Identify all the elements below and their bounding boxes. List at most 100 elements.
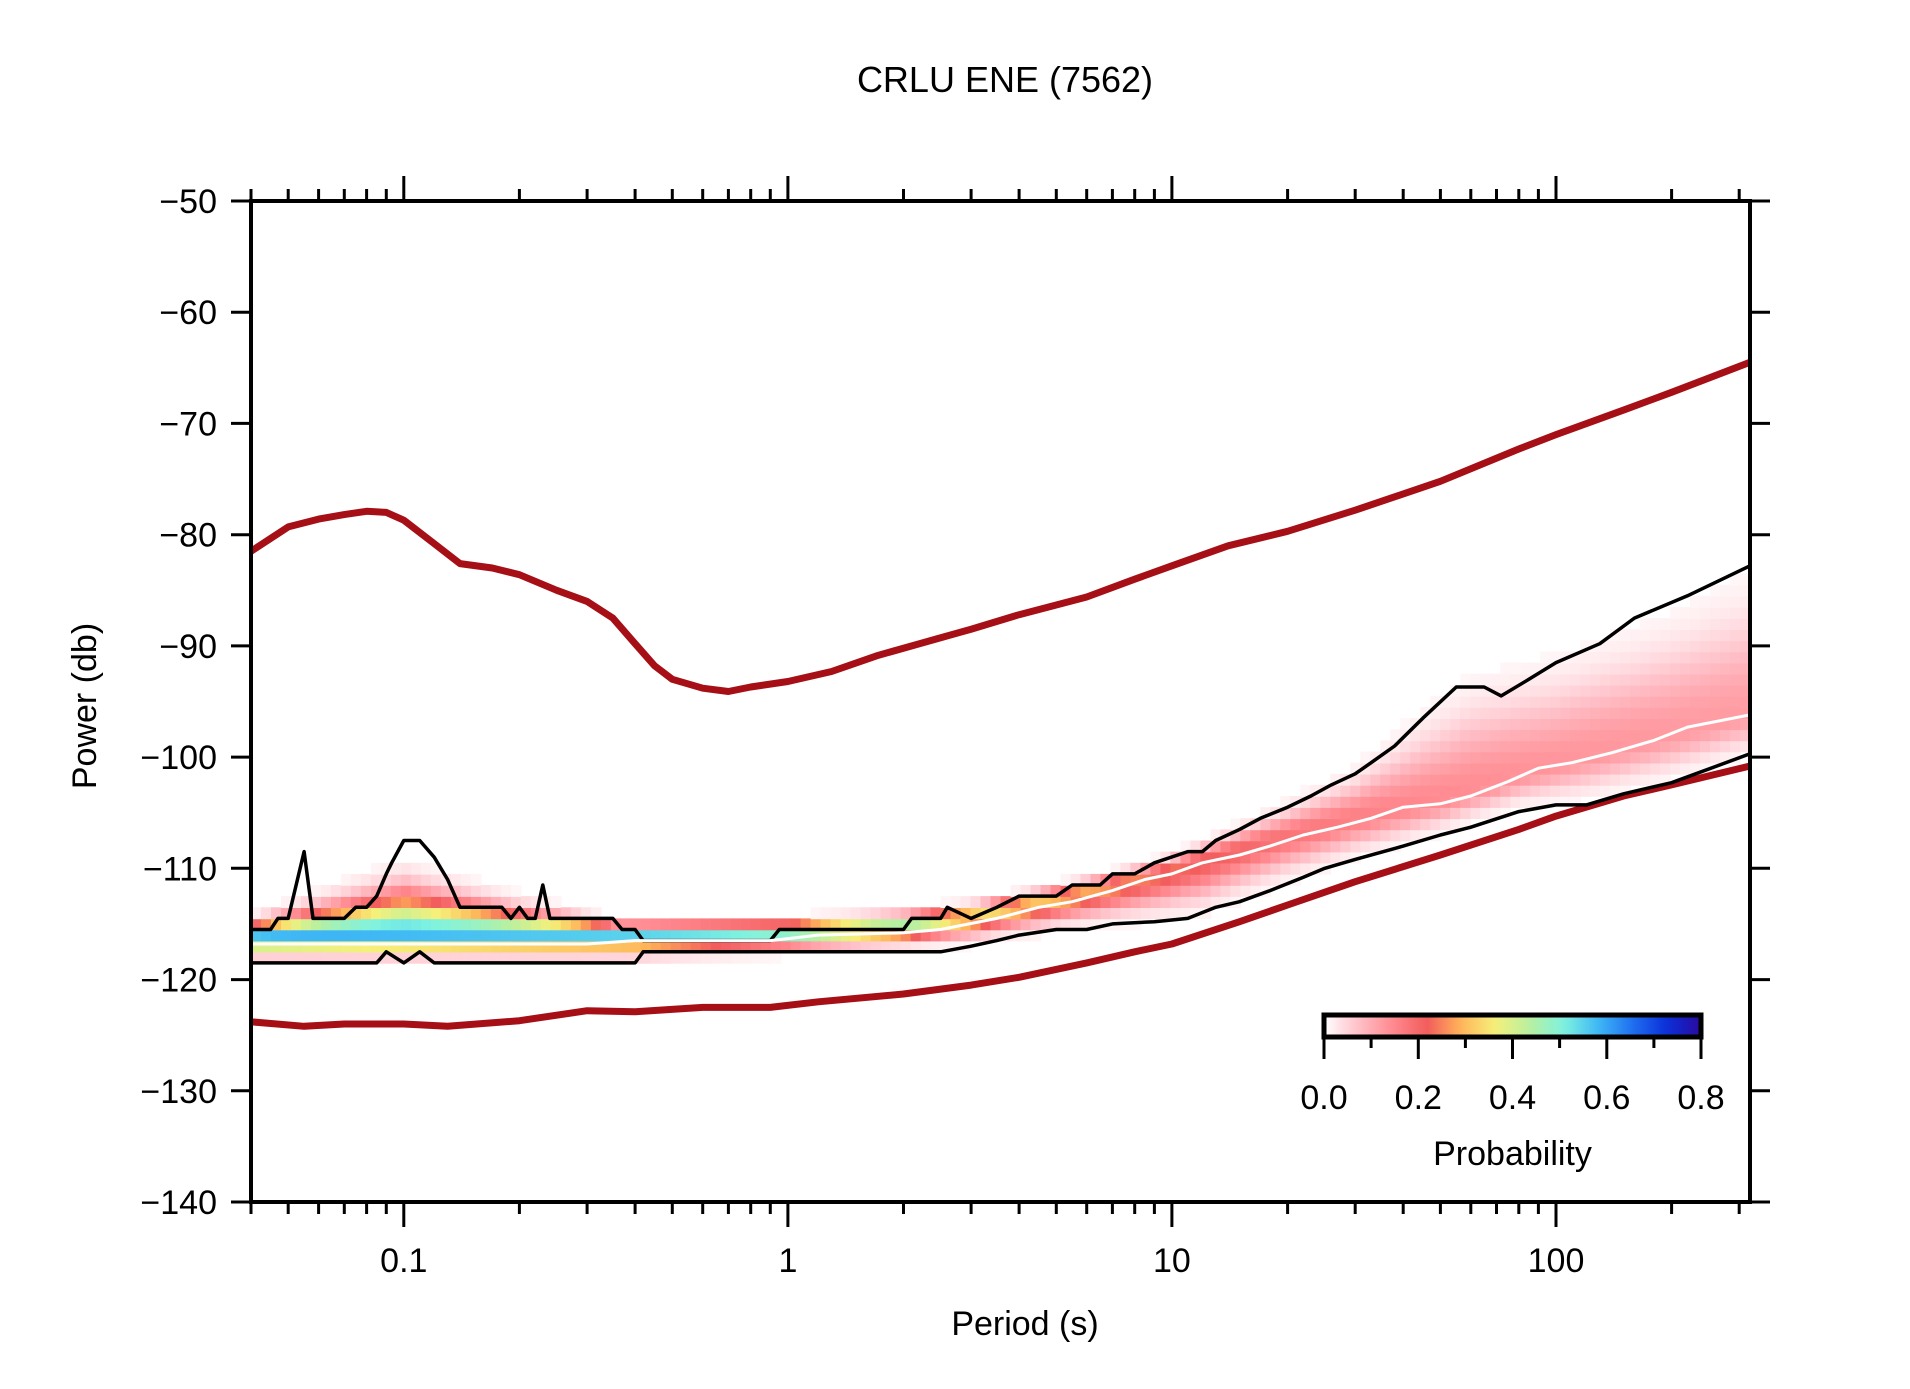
- pdf-cell: [450, 951, 462, 964]
- pdf-cell: [1560, 695, 1571, 708]
- pdf-cell: [1580, 640, 1591, 653]
- pdf-cell: [1630, 662, 1641, 675]
- pdf-cell: [1520, 695, 1531, 708]
- pdf-cell: [1680, 629, 1691, 642]
- pdf-cell: [1290, 818, 1302, 831]
- pdf-cell: [1150, 873, 1162, 886]
- pdf-cell: [1690, 595, 1701, 608]
- pdf-cell: [1700, 740, 1711, 753]
- pdf-cell: [1720, 584, 1731, 597]
- pdf-cell: [1420, 818, 1431, 831]
- series-line-pdf-90th-percentile: [251, 564, 1750, 943]
- pdf-cell: [880, 918, 892, 931]
- pdf-cell: [1470, 729, 1481, 742]
- pdf-cell: [1600, 695, 1611, 708]
- pdf-cell: [1410, 807, 1421, 820]
- pdf-cell: [1120, 885, 1132, 897]
- pdf-cell: [390, 896, 402, 908]
- pdf-cell: [1070, 918, 1082, 931]
- pdf-cell: [1360, 818, 1372, 831]
- pdf-cell: [610, 940, 622, 953]
- colorbar-tick-label: 0.6: [1583, 1079, 1630, 1117]
- pdf-cell: [1580, 784, 1591, 797]
- pdf-cell: [1610, 695, 1621, 708]
- pdf-cell: [370, 873, 382, 886]
- pdf-cell: [1530, 729, 1541, 742]
- pdf-cell: [1620, 718, 1631, 731]
- pdf-cell: [1700, 629, 1711, 642]
- pdf-cell: [1480, 684, 1491, 697]
- pdf-cell: [1420, 751, 1431, 764]
- pdf-cell: [1090, 885, 1102, 897]
- pdf-cell: [1260, 851, 1272, 864]
- pdf-cell: [340, 907, 352, 920]
- pdf-cell: [680, 918, 692, 931]
- pdf-cell: [990, 896, 1002, 908]
- pdf-cell: [480, 951, 492, 964]
- pdf-cell: [1500, 740, 1511, 753]
- pdf-cell: [1200, 896, 1212, 908]
- pdf-cell: [690, 929, 702, 942]
- pdf-cell: [890, 929, 902, 942]
- pdf-cell: [430, 896, 442, 908]
- pdf-cell: [1250, 873, 1262, 886]
- pdf-cell: [1420, 784, 1431, 797]
- pdf-cell: [1520, 718, 1531, 731]
- pdf-cell: [440, 907, 452, 920]
- pdf-cell: [330, 929, 342, 942]
- pdf-cell: [1230, 862, 1242, 875]
- pdf-cell: [330, 918, 342, 931]
- pdf-cell: [330, 951, 342, 964]
- pdf-cell: [1720, 607, 1731, 619]
- pdf-cell: [880, 907, 892, 920]
- pdf-cell: [1500, 807, 1511, 820]
- pdf-cell: [1620, 707, 1631, 719]
- pdf-cell: [690, 951, 702, 964]
- pdf-cell: [1080, 907, 1092, 920]
- pdf-cell: [620, 951, 632, 964]
- pdf-cell: [1570, 662, 1581, 675]
- pdf-cell: [400, 885, 412, 897]
- pdf-cell: [1340, 784, 1352, 797]
- pdf-cell: [1460, 707, 1471, 719]
- y-tick-label: −60: [159, 294, 217, 332]
- pdf-cell: [500, 940, 512, 953]
- pdf-cell: [1740, 684, 1750, 697]
- pdf-cell: [1520, 796, 1531, 808]
- pdf-cell: [840, 907, 852, 920]
- pdf-cell: [380, 873, 392, 886]
- pdf-cell: [1610, 707, 1621, 719]
- pdf-cell: [311, 929, 322, 942]
- pdf-cell: [1140, 885, 1152, 897]
- pdf-cell: [1670, 695, 1681, 708]
- pdf-cell: [580, 929, 592, 942]
- pdf-cell: [510, 918, 522, 931]
- pdf-cell: [1680, 718, 1691, 731]
- pdf-cell: [570, 918, 582, 931]
- pdf-cell: [380, 907, 392, 920]
- pdf-cell: [1060, 873, 1072, 886]
- pdf-cell: [1340, 796, 1352, 808]
- pdf-cell: [580, 907, 592, 920]
- pdf-cell: [1480, 796, 1491, 808]
- pdf-cell: [1250, 851, 1262, 864]
- pdf-cell: [251, 918, 262, 931]
- x-axis: 0.1 1 10 100: [249, 176, 1741, 1280]
- pdf-cell: [1700, 729, 1711, 742]
- pdf-cell: [1520, 707, 1531, 719]
- pdf-cell: [920, 940, 932, 953]
- pdf-cell: [820, 907, 832, 920]
- pdf-cell: [1610, 740, 1621, 753]
- pdf-cell: [510, 929, 522, 942]
- pdf-cell: [1210, 840, 1222, 853]
- pdf-cell: [1660, 673, 1671, 686]
- pdf-cell: [1510, 796, 1521, 808]
- pdf-cell: [1310, 829, 1322, 842]
- pdf-cell: [720, 951, 732, 964]
- pdf-cell: [1470, 762, 1481, 775]
- pdf-cell: [1490, 673, 1501, 686]
- pdf-cell: [370, 940, 382, 953]
- pdf-cell: [1340, 840, 1352, 853]
- pdf-cell: [1710, 640, 1721, 653]
- pdf-cell: [1320, 818, 1332, 831]
